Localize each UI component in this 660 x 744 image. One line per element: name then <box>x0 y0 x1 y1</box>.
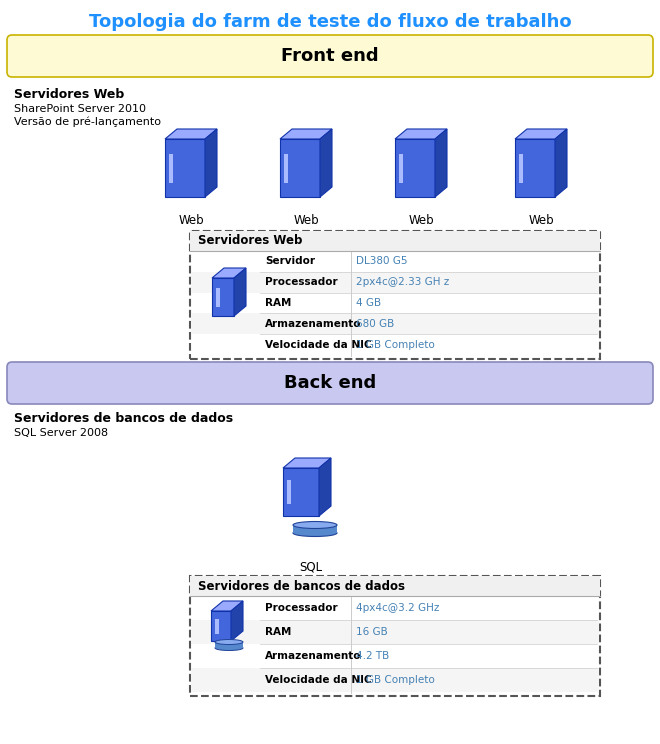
Polygon shape <box>555 129 567 197</box>
FancyBboxPatch shape <box>191 272 599 292</box>
Polygon shape <box>395 139 435 197</box>
FancyBboxPatch shape <box>7 362 653 404</box>
FancyBboxPatch shape <box>190 231 600 251</box>
Text: Web: Web <box>528 214 554 227</box>
Polygon shape <box>435 129 447 197</box>
Polygon shape <box>283 468 319 516</box>
Text: Armazenamento: Armazenamento <box>265 318 362 329</box>
Polygon shape <box>284 153 288 182</box>
Text: Servidor: Servidor <box>265 257 315 266</box>
Polygon shape <box>515 139 555 197</box>
Polygon shape <box>169 153 173 182</box>
Text: 4 GB: 4 GB <box>356 298 381 308</box>
Polygon shape <box>205 129 217 197</box>
Text: 4px4c@3.2 GHz: 4px4c@3.2 GHz <box>356 603 439 613</box>
Ellipse shape <box>215 646 243 650</box>
Polygon shape <box>319 458 331 516</box>
Text: 4.2 TB: 4.2 TB <box>356 651 389 661</box>
Text: RAM: RAM <box>265 627 291 637</box>
Text: Servidores Web: Servidores Web <box>14 89 124 101</box>
Text: Processador: Processador <box>265 278 338 287</box>
Text: 1 GB Completo: 1 GB Completo <box>356 339 434 350</box>
Polygon shape <box>280 129 332 139</box>
FancyBboxPatch shape <box>190 576 600 696</box>
Polygon shape <box>165 139 205 197</box>
Text: Web: Web <box>408 214 434 227</box>
Text: DL380 G5: DL380 G5 <box>356 257 407 266</box>
Text: Velocidade da NIC: Velocidade da NIC <box>265 339 372 350</box>
Text: Back end: Back end <box>284 374 376 392</box>
Polygon shape <box>211 601 243 611</box>
Ellipse shape <box>215 640 243 644</box>
FancyBboxPatch shape <box>191 620 599 644</box>
Text: Front end: Front end <box>281 47 379 65</box>
Polygon shape <box>215 642 243 648</box>
Text: Armazenamento: Armazenamento <box>265 651 362 661</box>
FancyBboxPatch shape <box>190 231 600 359</box>
Polygon shape <box>216 287 220 307</box>
Polygon shape <box>280 139 320 197</box>
Polygon shape <box>211 611 231 641</box>
Text: Servidores Web: Servidores Web <box>198 234 302 248</box>
Text: Topologia do farm de teste do fluxo de trabalho: Topologia do farm de teste do fluxo de t… <box>88 13 572 31</box>
Text: Versão de pré-lançamento: Versão de pré-lançamento <box>14 117 161 127</box>
FancyBboxPatch shape <box>7 35 653 77</box>
Text: Servidores de bancos de dados: Servidores de bancos de dados <box>198 580 405 592</box>
Text: 16 GB: 16 GB <box>356 627 387 637</box>
Text: Servidores de bancos de dados: Servidores de bancos de dados <box>14 412 233 426</box>
Polygon shape <box>283 458 331 468</box>
Text: 680 GB: 680 GB <box>356 318 394 329</box>
Text: Processador: Processador <box>265 603 338 613</box>
Text: SQL Server 2008: SQL Server 2008 <box>14 428 108 438</box>
Polygon shape <box>212 268 246 278</box>
FancyBboxPatch shape <box>191 668 599 692</box>
Text: SQL: SQL <box>300 560 323 573</box>
Polygon shape <box>395 129 447 139</box>
Polygon shape <box>515 129 567 139</box>
Text: Web: Web <box>293 214 319 227</box>
Polygon shape <box>231 601 243 641</box>
Text: Velocidade da NIC: Velocidade da NIC <box>265 675 372 685</box>
Polygon shape <box>519 153 523 182</box>
Polygon shape <box>212 278 234 316</box>
Polygon shape <box>165 129 217 139</box>
Polygon shape <box>320 129 332 197</box>
Polygon shape <box>293 525 337 533</box>
Polygon shape <box>234 268 246 316</box>
Text: 2px4c@2.33 GH z: 2px4c@2.33 GH z <box>356 278 449 287</box>
Text: 1 GB Completo: 1 GB Completo <box>356 675 434 685</box>
Polygon shape <box>215 618 219 633</box>
Ellipse shape <box>293 530 337 536</box>
Text: RAM: RAM <box>265 298 291 308</box>
FancyBboxPatch shape <box>190 576 600 596</box>
Polygon shape <box>287 480 291 504</box>
Text: SharePoint Server 2010: SharePoint Server 2010 <box>14 104 146 114</box>
Polygon shape <box>399 153 403 182</box>
Ellipse shape <box>293 522 337 528</box>
Text: Web: Web <box>178 214 204 227</box>
FancyBboxPatch shape <box>191 313 599 334</box>
